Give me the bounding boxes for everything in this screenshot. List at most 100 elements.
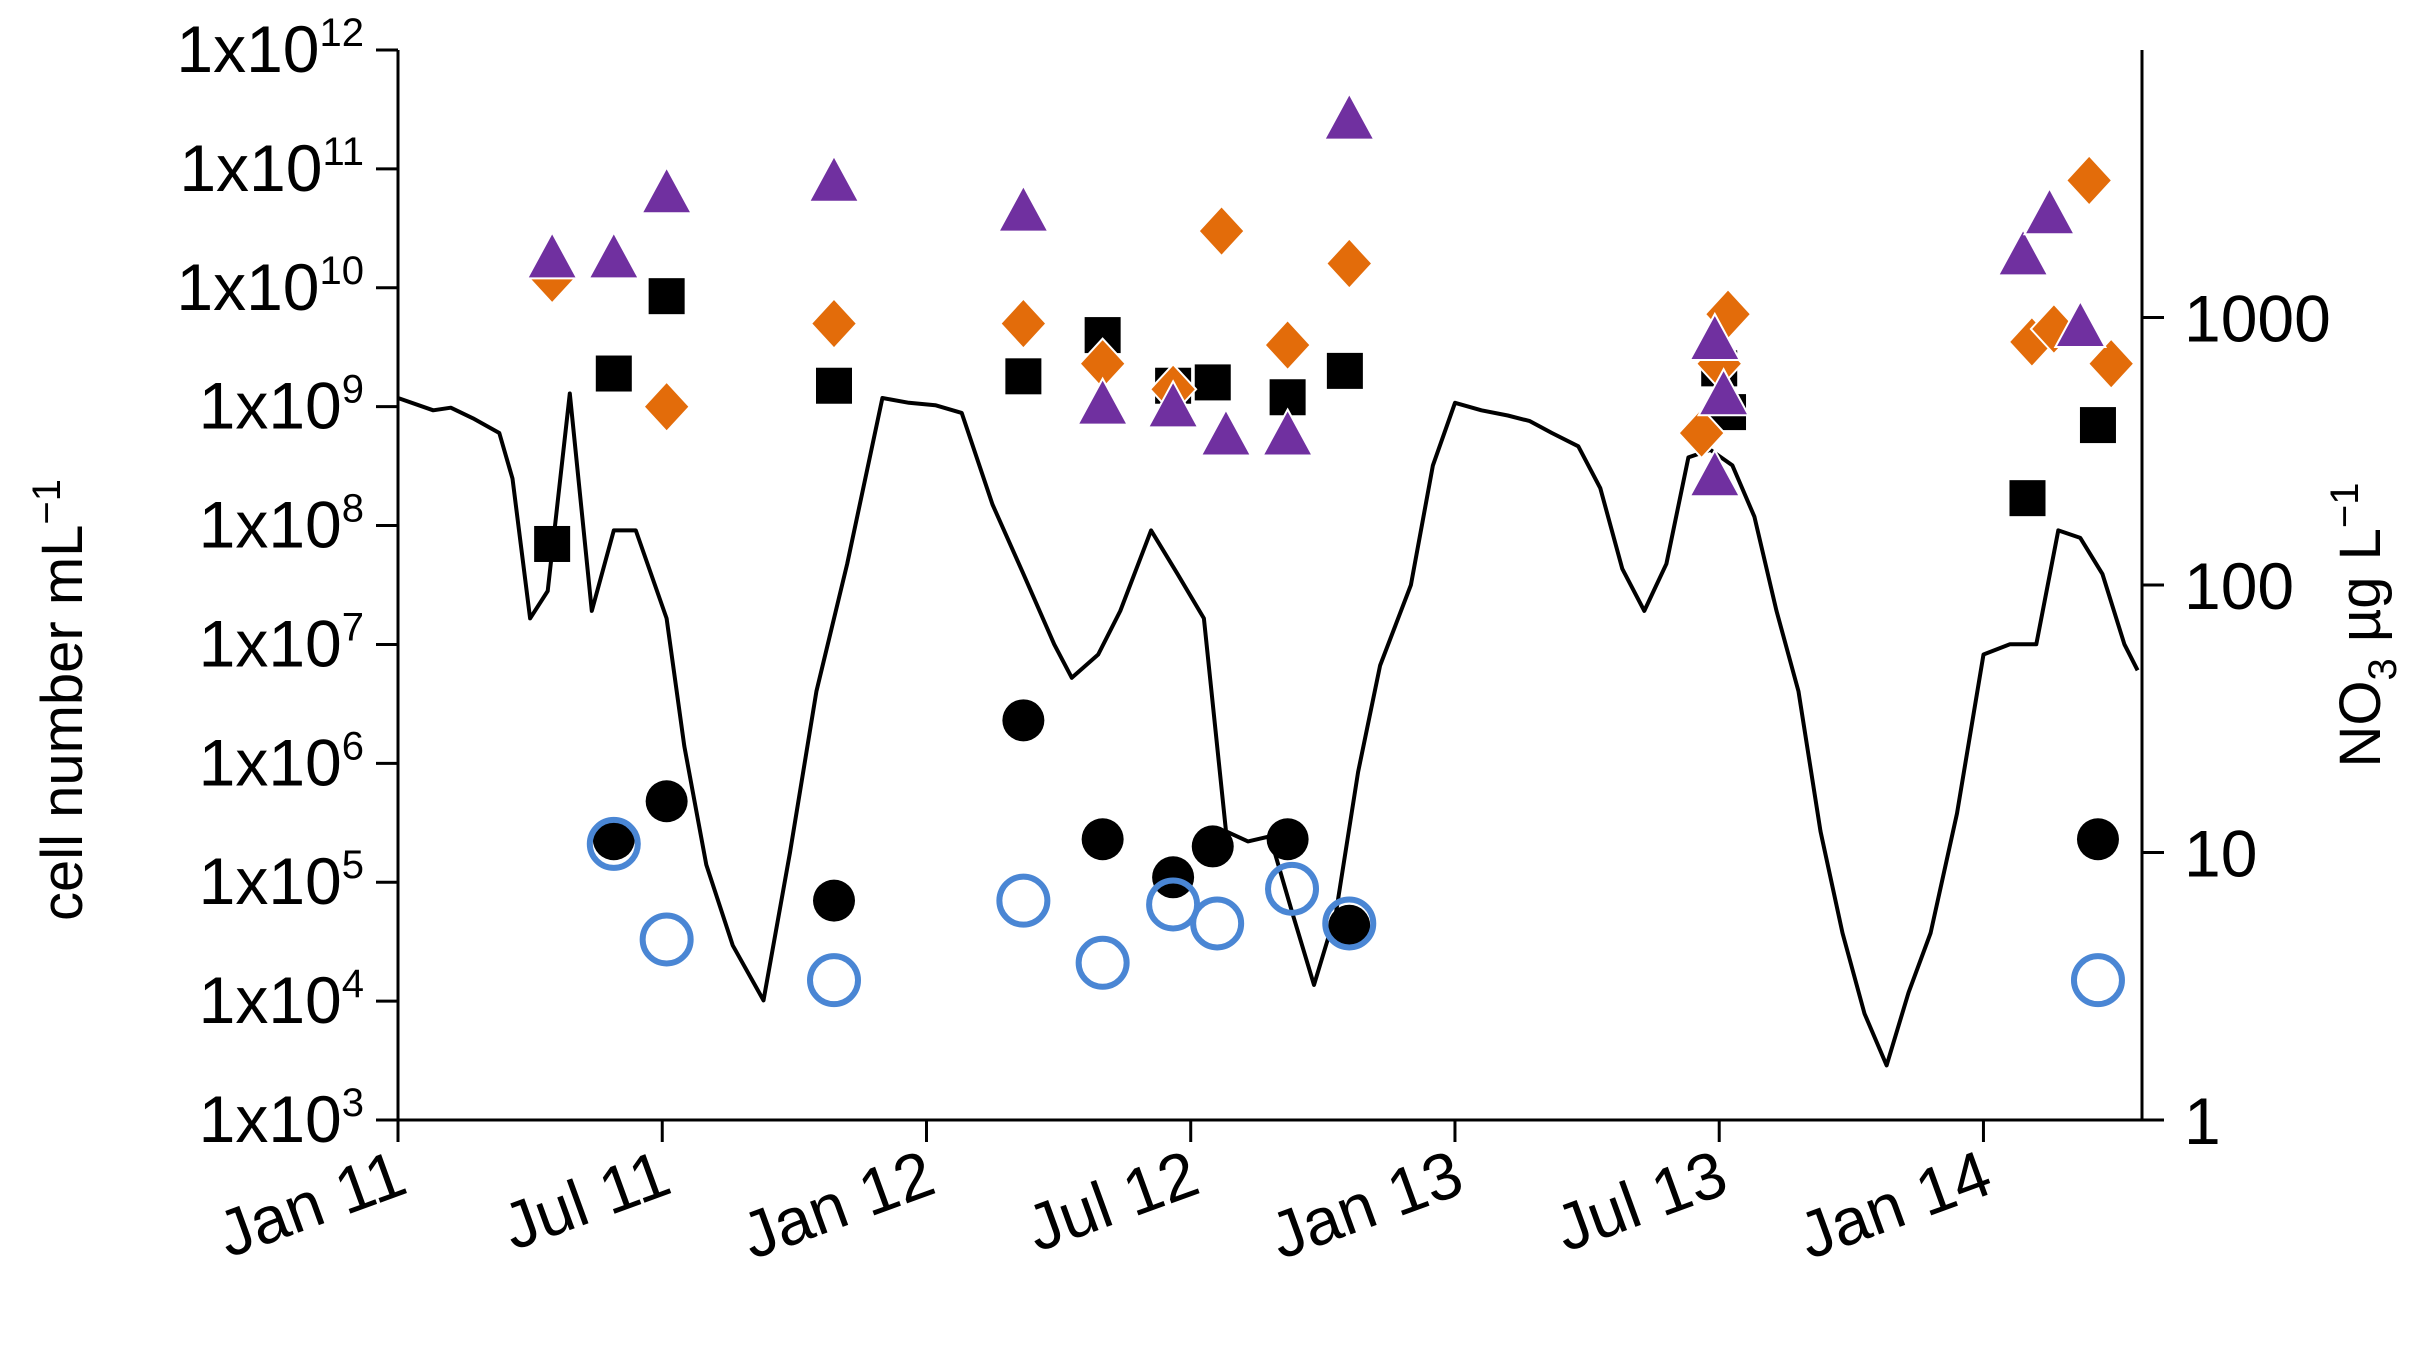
open-circle-marker	[807, 953, 861, 1008]
x-tick-label: Jul 12	[1017, 1136, 1208, 1266]
triangle-marker	[1688, 311, 1742, 361]
y-left-tick-exp: 10	[320, 249, 365, 293]
y-left-tick-exp: 8	[342, 487, 364, 531]
y-right-tick-label: 100	[2184, 549, 2294, 623]
y-left-tick-label: 1x103	[199, 1081, 364, 1156]
open-circle-marker	[586, 816, 641, 871]
y-left-tick-base: 1x10	[199, 369, 342, 443]
series-open-circles	[586, 816, 2125, 1008]
y-left-tick-base: 1x10	[176, 250, 319, 324]
filled-circle-marker	[1152, 856, 1195, 899]
open-circle-marker	[2070, 953, 2125, 1008]
triangle-marker	[1260, 407, 1315, 457]
square-marker	[534, 525, 571, 562]
square-marker	[2079, 407, 2116, 444]
y-axis-right-title-unit: µg L	[2328, 528, 2393, 658]
diamond-marker	[999, 297, 1048, 351]
open-circle-marker	[996, 873, 1051, 928]
y-left-tick-exp: 5	[342, 843, 364, 887]
y-left-tick-exp: 11	[322, 130, 364, 174]
diamond-marker	[1197, 204, 1246, 258]
y-axis-left-title-sup: −1	[25, 479, 69, 525]
square-marker	[648, 278, 685, 315]
data-series	[397, 91, 2140, 1068]
tick-labels: 1x1031x1041x1051x1061x1071x1081x1091x101…	[176, 11, 2330, 1273]
square-marker	[1194, 364, 1231, 401]
triangle-marker	[525, 230, 579, 280]
filled-circle-marker	[1081, 818, 1124, 861]
y-left-tick-base: 1x10	[176, 12, 319, 86]
y-axis-right-title-text: NO	[2328, 681, 2393, 768]
x-tick-label: Jan 13	[1260, 1136, 1472, 1273]
diamond-marker	[1324, 237, 1374, 290]
filled-circle-marker	[645, 780, 688, 823]
triangle-marker	[1075, 376, 1130, 426]
diamond-marker	[1263, 318, 1312, 372]
filled-circle-marker	[1002, 699, 1045, 742]
triangle-marker	[1199, 407, 1253, 457]
triangle-marker	[1696, 367, 1751, 417]
triangle-marker	[1688, 448, 1742, 498]
square-marker	[1005, 358, 1042, 395]
series-NO3	[397, 391, 2140, 1068]
filled-circle-marker	[1266, 818, 1309, 861]
axes	[376, 48, 2164, 1142]
open-circle-marker	[1322, 896, 1377, 951]
y-left-tick-base: 1x10	[199, 1082, 342, 1156]
y-left-tick-label: 1x108	[199, 487, 364, 562]
y-left-tick-label: 1x1012	[176, 11, 364, 86]
open-circle-marker	[639, 912, 694, 967]
filled-circle-marker	[2076, 818, 2119, 861]
square-marker	[816, 367, 852, 404]
open-circle-marker	[1075, 935, 1130, 990]
y-left-tick-label: 1x1010	[176, 249, 364, 324]
y-right-tick-label: 10	[2184, 817, 2257, 891]
y-left-tick-exp: 12	[320, 11, 365, 55]
open-circle-marker	[1146, 877, 1201, 932]
filled-circle-marker	[813, 879, 855, 922]
y-axis-right-title-sub: 3	[2361, 658, 2405, 680]
x-tick-label: Jan 14	[1789, 1136, 2001, 1273]
y-left-tick-base: 1x10	[179, 131, 322, 205]
y-left-tick-exp: 4	[342, 962, 364, 1006]
diamond-marker	[2064, 153, 2114, 207]
no3-line	[397, 391, 2140, 1068]
diamond-marker	[642, 380, 692, 434]
series-diamonds	[527, 153, 2136, 460]
square-marker	[2009, 480, 2046, 517]
y-left-tick-label: 1x106	[199, 724, 364, 799]
x-tick-label: Jul 11	[493, 1136, 679, 1264]
diamond-marker	[2086, 337, 2136, 391]
filled-circle-marker	[592, 818, 635, 861]
y-left-tick-exp: 9	[342, 368, 364, 412]
filled-circle-marker	[1191, 825, 1234, 868]
y-left-tick-label: 1x109	[199, 368, 364, 443]
y-axis-left-title-text: cell number mL	[30, 525, 95, 921]
triangle-marker	[1996, 227, 2050, 277]
series-squares	[534, 278, 2116, 562]
y-left-tick-exp: 6	[342, 724, 364, 768]
y-axis-right-title-sup: −1	[2323, 482, 2367, 528]
triangle-marker	[1146, 379, 1200, 429]
triangle-marker	[807, 153, 861, 203]
open-circle-marker	[1265, 861, 1320, 916]
y-left-tick-base: 1x10	[199, 606, 342, 680]
y-left-tick-base: 1x10	[199, 488, 342, 562]
square-marker	[1326, 352, 1363, 389]
triangle-marker	[2022, 186, 2077, 236]
triangle-marker	[1322, 91, 1376, 141]
open-circle-marker	[1190, 896, 1245, 951]
x-tick-label: Jul 13	[1545, 1136, 1736, 1266]
y-left-tick-label: 1x1011	[179, 130, 364, 205]
y-left-tick-label: 1x105	[199, 843, 364, 918]
series-filled-circles	[592, 699, 2119, 947]
series-triangles	[525, 91, 2108, 498]
square-marker	[595, 355, 632, 392]
y-right-tick-label: 1	[2184, 1084, 2221, 1158]
diamond-marker	[809, 297, 859, 351]
y-left-tick-label: 1x104	[199, 962, 364, 1037]
y-left-tick-label: 1x107	[199, 605, 364, 680]
y-axis-left-title: cell number mL−1	[25, 479, 95, 921]
y-left-tick-exp: 7	[342, 605, 364, 649]
y-axis-right-title: NO3 µg L−1	[2323, 482, 2405, 767]
